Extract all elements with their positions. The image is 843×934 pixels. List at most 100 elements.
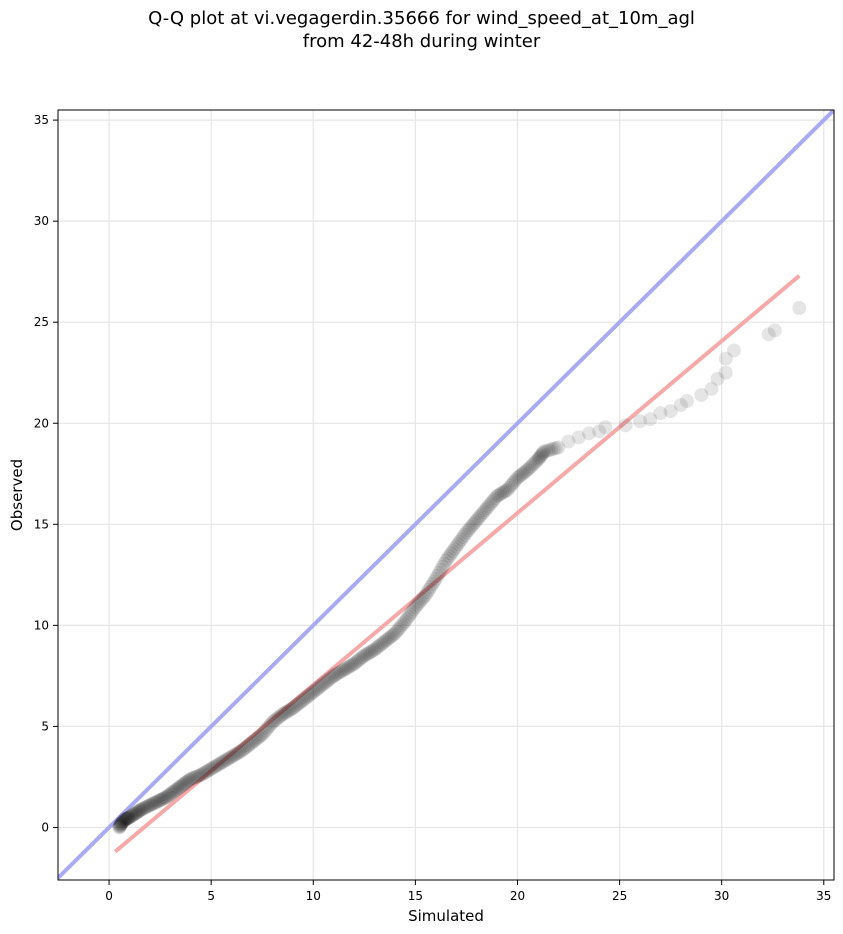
data-point [435, 559, 450, 574]
y-tick-label: 10 [34, 618, 49, 632]
data-point [200, 763, 215, 778]
data-point [181, 773, 196, 788]
data-point [166, 785, 181, 800]
data-point [127, 806, 142, 821]
data-point [172, 780, 187, 795]
data-point [445, 544, 460, 559]
data-point [132, 803, 147, 818]
data-point [394, 618, 409, 633]
data-point [333, 664, 348, 679]
data-point [319, 674, 334, 689]
data-point [529, 454, 544, 469]
data-point [152, 793, 167, 808]
data-point [267, 714, 282, 729]
data-point [353, 651, 368, 666]
data-point [478, 503, 493, 518]
data-point [130, 804, 145, 819]
data-point [508, 472, 523, 487]
data-point [304, 686, 319, 701]
data-point [123, 809, 138, 824]
data-point [510, 470, 525, 485]
data-point [518, 464, 533, 479]
data-point [265, 715, 280, 730]
data-point [581, 426, 596, 441]
data-point [347, 656, 362, 671]
data-point [233, 744, 248, 759]
data-point [170, 782, 185, 797]
data-point [121, 811, 136, 826]
data-point [324, 670, 339, 685]
data-point [393, 620, 408, 635]
data-point [245, 735, 259, 750]
data-point [216, 754, 231, 769]
data-point [285, 701, 300, 716]
data-point [133, 802, 148, 817]
data-point [525, 457, 540, 472]
data-point [258, 723, 273, 738]
data-point [342, 659, 356, 674]
data-point [493, 486, 508, 501]
data-point [313, 679, 328, 694]
data-point [239, 739, 254, 754]
data-point [263, 717, 278, 732]
x-axis-ticks: 0 5 10 15 20 25 30 35 [105, 880, 831, 903]
data-point [530, 452, 545, 467]
data-point [352, 652, 367, 667]
data-point [439, 553, 453, 568]
data-point [483, 497, 498, 512]
data-point [302, 687, 317, 702]
x-tick-label: 5 [207, 889, 215, 903]
data-point [311, 681, 326, 696]
data-point [234, 743, 249, 758]
data-point [301, 689, 316, 704]
y-tick-label: 35 [34, 113, 49, 127]
data-point [420, 585, 435, 600]
x-tick-label: 0 [105, 889, 113, 903]
y-axis-ticks: 0 5 10 15 20 25 30 35 [34, 113, 58, 834]
data-point [148, 795, 163, 810]
data-point [673, 398, 688, 413]
data-point [710, 371, 725, 386]
x-tick-label: 10 [306, 889, 321, 903]
data-point [260, 721, 275, 736]
data-point [561, 434, 576, 449]
data-point [437, 556, 452, 571]
data-point [238, 740, 253, 755]
data-point [512, 469, 527, 484]
data-point [314, 678, 329, 693]
data-point [222, 750, 237, 765]
data-point [262, 719, 277, 734]
data-point [195, 766, 210, 781]
data-point [140, 799, 155, 814]
data-point [355, 650, 370, 665]
data-point [121, 810, 136, 825]
data-point [116, 814, 131, 829]
data-point [160, 789, 175, 804]
data-point [183, 771, 198, 786]
data-point [391, 622, 406, 637]
data-point [376, 635, 391, 650]
data-point [122, 810, 137, 825]
data-point [129, 805, 144, 820]
data-point [176, 777, 191, 792]
data-point [507, 474, 522, 489]
data-point [598, 420, 613, 435]
data-point [214, 755, 229, 770]
data-point [359, 647, 374, 662]
data-point [251, 730, 266, 745]
data-point [141, 798, 156, 813]
data-point [633, 414, 647, 429]
data-point [161, 788, 176, 803]
data-point [212, 756, 227, 771]
data-point [197, 765, 212, 780]
data-point [428, 571, 443, 586]
data-point [157, 790, 172, 805]
data-point [515, 466, 530, 481]
data-point [381, 631, 396, 646]
data-point [450, 537, 465, 552]
data-point [136, 801, 151, 816]
data-point [297, 691, 312, 706]
data-point [411, 596, 426, 611]
data-point [345, 657, 360, 672]
data-point [399, 611, 414, 626]
